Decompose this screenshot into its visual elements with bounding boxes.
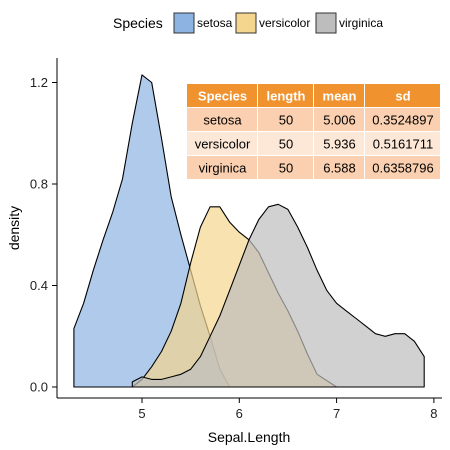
table-row-text: setosa — [203, 113, 242, 128]
legend-label-virginica: virginica — [339, 16, 383, 30]
table-row-text: 0.5161711 — [373, 137, 434, 152]
table-row-cell — [365, 156, 440, 179]
table-row-cell — [258, 156, 313, 179]
legend-label-versicolor: versicolor — [259, 16, 310, 30]
table-row-cell — [365, 132, 440, 155]
x-tick-label: 5 — [138, 406, 145, 421]
x-tick-label: 6 — [236, 406, 243, 421]
table-header-cell — [365, 84, 440, 107]
table-row-cell — [365, 108, 440, 131]
table-row-text: 5.006 — [323, 113, 356, 128]
y-axis-title: density — [6, 206, 22, 250]
legend: Species setosa versicolor virginica — [113, 12, 383, 34]
summary-table: Species length mean sd setosa 50 5.006 0.352489… — [187, 84, 440, 179]
y-ticks: 0.0 0.4 0.8 1.2 — [30, 75, 57, 395]
table-header-text: Species — [198, 89, 247, 104]
table-row-cell — [258, 108, 313, 131]
table-row-text: 6.588 — [323, 161, 356, 176]
table-header-text: length — [267, 89, 306, 104]
legend-label-setosa: setosa — [197, 16, 233, 30]
density-series — [73, 74, 425, 388]
table-row-text: virginica — [199, 161, 247, 176]
table-header-cell — [258, 84, 313, 107]
legend-swatch-setosa — [173, 12, 195, 34]
table-row-cell — [187, 108, 257, 131]
y-tick-label: 0.4 — [30, 278, 48, 293]
table-row-text: 50 — [279, 113, 293, 128]
y-tick-label: 1.2 — [30, 75, 48, 90]
table-row-text: 5.936 — [323, 137, 356, 152]
y-tick-label: 0.8 — [30, 177, 48, 192]
table-header-text: sd — [395, 89, 410, 104]
table-row-cell — [314, 156, 364, 179]
legend-swatch-versicolor — [235, 12, 257, 34]
table-row-text: 50 — [279, 137, 293, 152]
legend-title: Species — [113, 15, 163, 31]
table-header-cell — [314, 84, 364, 107]
x-ticks: 5 6 7 8 — [138, 398, 438, 421]
table-row-text: 0.3524897 — [372, 113, 433, 128]
table-header-text: mean — [323, 89, 357, 104]
table-row-cell — [314, 108, 364, 131]
table-row-cell — [258, 132, 313, 155]
axes — [56, 58, 442, 399]
table-row-cell — [187, 156, 257, 179]
x-axis-title: Sepal.Length — [208, 429, 291, 445]
table-row-cell — [314, 132, 364, 155]
legend-swatch-virginica — [315, 12, 337, 34]
x-tick-label: 8 — [430, 406, 437, 421]
table-row-text: 0.6358796 — [372, 161, 433, 176]
table-row-cell — [187, 132, 257, 155]
table-row-text: versicolor — [195, 137, 251, 152]
y-tick-label: 0.0 — [30, 380, 48, 395]
table-row-text: 50 — [279, 161, 293, 176]
table-header-cell — [187, 84, 257, 107]
density-area-virginica — [131, 203, 425, 388]
x-tick-label: 7 — [333, 406, 340, 421]
